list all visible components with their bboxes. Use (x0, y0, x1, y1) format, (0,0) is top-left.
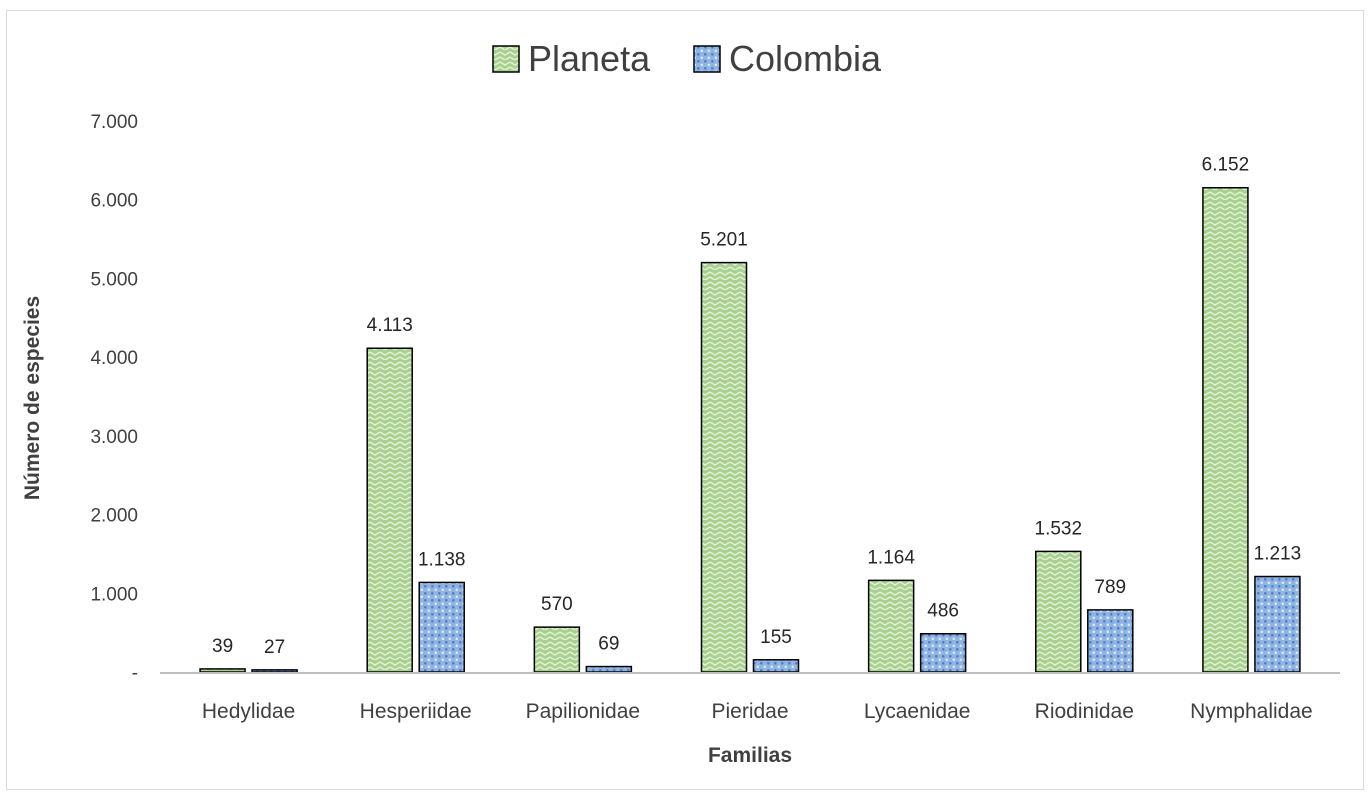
y-tick-label: 6.000 (90, 191, 138, 212)
x-tick-label-nymphalidae: Nymphalidae (1190, 700, 1313, 723)
data-label-colombia-nymphalidae: 1.213 (1254, 544, 1302, 565)
bar-colombia-pieridae (752, 659, 800, 673)
x-tick-label-lycaenidae: Lycaenidae (864, 700, 971, 723)
legend-label-planeta: Planeta (528, 38, 651, 79)
data-label-colombia-papilionidae: 69 (598, 634, 619, 655)
bar-colombia-lycaenidae (919, 632, 967, 673)
y-tick-label: 7.000 (90, 112, 138, 133)
bar-planeta-riodinidae (1035, 550, 1082, 673)
data-label-planeta-papilionidae: 570 (541, 594, 573, 615)
x-axis-title: Familias (708, 744, 792, 767)
bar-colombia-hedylidae (251, 669, 298, 673)
chart-frame (6, 10, 1364, 790)
bar-colombia-hesperiidae (418, 581, 465, 673)
y-tick-label: 1.000 (90, 584, 138, 605)
bar-planeta-pieridae (700, 261, 748, 673)
y-tick-label: 4.000 (90, 348, 138, 369)
bar-planeta-papilionidae (533, 626, 581, 673)
y-tick-label: 2.000 (90, 506, 138, 527)
data-label-colombia-pieridae: 155 (760, 627, 792, 648)
x-tick-label-riodinidae: Riodinidae (1035, 700, 1134, 723)
data-label-colombia-riodinidae: 789 (1094, 577, 1126, 598)
bar-planeta-hesperiidae (366, 347, 413, 673)
legend-swatch-planeta (492, 45, 520, 73)
data-label-planeta-hesperiidae: 4.113 (367, 315, 413, 336)
bar-colombia-riodinidae (1087, 609, 1134, 673)
data-label-colombia-hedylidae: 27 (264, 637, 285, 658)
bar-colombia-papilionidae (585, 665, 633, 673)
bar-planeta-lycaenidae (867, 579, 915, 673)
data-label-planeta-pieridae: 5.201 (700, 230, 748, 251)
y-axis-title: Número de especies (21, 296, 44, 500)
data-label-planeta-hedylidae: 39 (212, 636, 233, 657)
bar-planeta-nymphalidae (1202, 186, 1249, 673)
bar-planeta-hedylidae (199, 668, 246, 673)
x-tick-label-hesperiidae: Hesperiidae (360, 700, 472, 723)
x-tick-label-hedylidae: Hedylidae (202, 700, 295, 723)
legend-item-colombia: Colombia (693, 38, 882, 79)
legend: Planeta Colombia (492, 38, 882, 79)
data-labels: 39 27 4.113 1.138 570 69 5.201 155 1.164 486 1.532… (212, 155, 1301, 658)
data-label-colombia-hesperiidae: 1.138 (418, 549, 466, 570)
data-label-planeta-lycaenidae: 1.164 (867, 547, 915, 568)
x-axis: Hedylidae Hesperiidae Papilionidae Pieridae… (202, 700, 1313, 723)
legend-label-colombia: Colombia (729, 38, 882, 79)
x-tick-label-papilionidae: Papilionidae (526, 700, 640, 723)
data-label-planeta-riodinidae: 1.532 (1035, 518, 1083, 539)
x-tick-label-pieridae: Pieridae (711, 700, 788, 723)
legend-swatch-colombia (693, 45, 721, 73)
legend-item-planeta: Planeta (492, 38, 651, 79)
y-axis: - 1.000 2.000 3.000 4.000 5.000 6.000 7.000 (90, 112, 138, 684)
y-tick-label: - (132, 663, 138, 684)
y-tick-label: 3.000 (90, 427, 138, 448)
y-tick-label: 5.000 (90, 269, 138, 290)
bars (199, 186, 1301, 673)
data-label-planeta-nymphalidae: 6.152 (1202, 155, 1250, 176)
bar-colombia-nymphalidae (1254, 575, 1301, 673)
data-label-colombia-lycaenidae: 486 (927, 601, 959, 622)
